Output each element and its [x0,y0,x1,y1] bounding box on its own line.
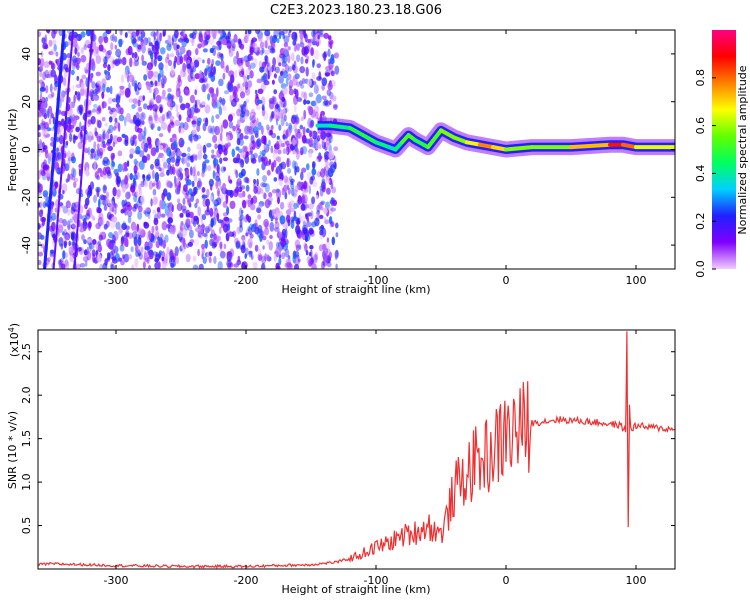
y-tick-label: 1.0 [20,473,33,491]
y-tick-label: -20 [20,188,33,206]
y-tick-label: 1.5 [20,430,33,448]
signal-track-segment [504,145,534,152]
heatmap-x-ticks: -300 -200 -100 0 100 [104,30,647,287]
signal-track-segment [328,123,352,130]
signal-track-segment [478,142,495,150]
x-tick-label: -100 [364,274,389,287]
signal-track-segment [374,140,391,150]
snr-y-ticks: 0.5 1.0 1.5 2.0 2.5 [20,343,675,534]
colorbar-tick-label: 0.4 [694,165,707,183]
colorbar-tick-label: 0.6 [694,117,707,135]
heatmap-straight-lines [43,30,94,269]
y-tick-label: 0 [20,146,33,153]
x-tick-label: 0 [503,574,510,587]
colorbar: 0.0 0.2 0.4 0.6 0.8 Normalized spectral ampl… [694,30,749,278]
colorbar-gradient [712,30,736,269]
snr-series-line [38,331,675,569]
snr-frame [37,329,676,570]
x-tick-label: 100 [626,574,647,587]
x-tick-label: 0 [503,274,510,287]
x-tick-label: -300 [104,574,129,587]
signal-track-segment [491,145,508,152]
y-tick-label: 2.5 [20,343,33,361]
snr-x-ticks: -300 -200 -100 0 100 [104,330,647,587]
heatmap-y-axis-label: Frequency (Hz) [6,109,19,192]
heatmap-noise-layer [38,30,340,269]
x-tick-label: -200 [234,274,259,287]
x-tick-label: 100 [626,274,647,287]
signal-track-segment [569,142,612,150]
snr-y-multiplier: (x104) [7,323,21,357]
colorbar-label: Normalized spectral amplitude [736,65,749,234]
x-tick-label: -100 [364,574,389,587]
snr-y-axis-label: SNR (10 * v/v) [6,411,19,489]
signal-track-segment [426,128,443,150]
y-tick-label: 0.5 [20,517,33,535]
signal-track-segment [361,133,378,145]
chart-title: C2E3.2023.180.23.18.G06 [270,3,442,18]
y-tick-label: -40 [20,236,33,254]
colorbar-ticks: 0.0 0.2 0.4 0.6 0.8 [694,69,716,278]
colorbar-tick-label: 0.0 [694,260,707,278]
signal-track-segment [413,137,430,150]
heatmap-x-axis-label: Height of straight line (km) [281,283,430,296]
heatmap-straight-line [73,30,94,269]
snr-x-axis-label: Height of straight line (km) [281,583,430,596]
colorbar-tick-label: 0.8 [694,69,707,87]
heatmap-straight-line [43,30,66,269]
y-tick-label: 40 [20,47,33,61]
x-tick-label: -200 [234,574,259,587]
signal-track-segment [348,125,365,138]
x-tick-label: -300 [104,274,129,287]
signal-track-segment [621,142,638,150]
heatmap-straight-line [52,30,75,269]
signal-track-segment [465,140,482,147]
y-tick-label: 2.0 [20,386,33,404]
snr-plot-area [38,330,675,569]
colorbar-tick-label: 0.2 [694,212,707,230]
y-tick-label: 20 [20,95,33,109]
signal-track-segment [452,135,469,145]
snr-panel: -300 -200 -100 0 100 0.5 1.0 1.5 2.0 2.5 Height … [6,323,676,596]
heatmap-y-ticks: -40 -20 0 20 40 [20,47,675,254]
heatmap-signal-track [315,117,675,158]
signal-track-segment [439,128,456,140]
